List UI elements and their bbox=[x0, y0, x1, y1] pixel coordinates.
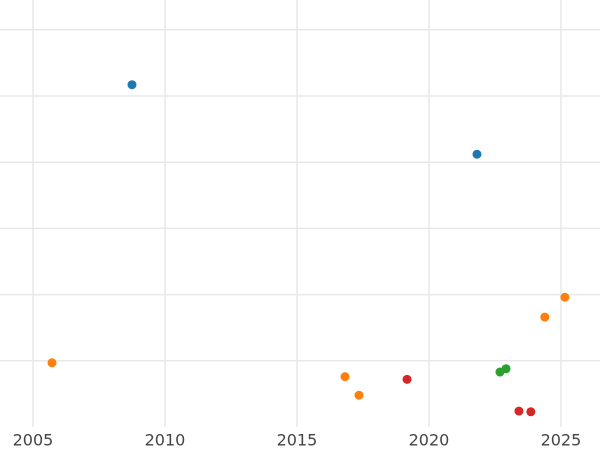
point bbox=[526, 407, 536, 417]
point bbox=[560, 292, 570, 302]
point bbox=[354, 390, 364, 400]
x-tick-label: 2010 bbox=[145, 431, 186, 450]
point bbox=[514, 406, 524, 416]
point bbox=[47, 358, 57, 368]
point bbox=[540, 312, 550, 322]
x-tick-label: 2015 bbox=[277, 431, 318, 450]
x-tick-label: 2020 bbox=[409, 431, 450, 450]
point bbox=[127, 80, 137, 90]
point bbox=[472, 149, 482, 159]
point bbox=[340, 372, 350, 382]
x-tick-label: 2025 bbox=[541, 431, 582, 450]
x-tick-label: 2005 bbox=[13, 431, 54, 450]
point bbox=[402, 374, 412, 384]
point bbox=[501, 364, 511, 374]
